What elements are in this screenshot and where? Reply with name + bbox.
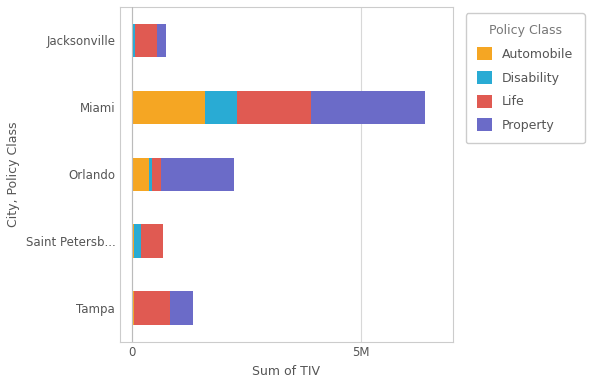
Bar bbox=[311, 90, 425, 124]
Bar bbox=[237, 90, 311, 124]
Bar bbox=[152, 157, 161, 191]
Bar bbox=[157, 24, 166, 57]
Legend: Automobile, Disability, Life, Property: Automobile, Disability, Life, Property bbox=[466, 13, 584, 143]
Bar bbox=[134, 291, 170, 325]
Bar bbox=[132, 24, 135, 57]
Bar bbox=[170, 291, 193, 325]
Bar bbox=[135, 24, 157, 57]
Bar bbox=[132, 224, 134, 258]
Bar bbox=[132, 90, 205, 124]
Bar bbox=[132, 291, 134, 325]
X-axis label: Sum of TIV: Sum of TIV bbox=[252, 365, 321, 378]
Y-axis label: City, Policy Class: City, Policy Class bbox=[7, 122, 20, 227]
Bar bbox=[141, 224, 163, 258]
Bar bbox=[161, 157, 235, 191]
Bar bbox=[134, 224, 141, 258]
Bar bbox=[149, 157, 152, 191]
Bar bbox=[205, 90, 237, 124]
Bar bbox=[132, 157, 149, 191]
